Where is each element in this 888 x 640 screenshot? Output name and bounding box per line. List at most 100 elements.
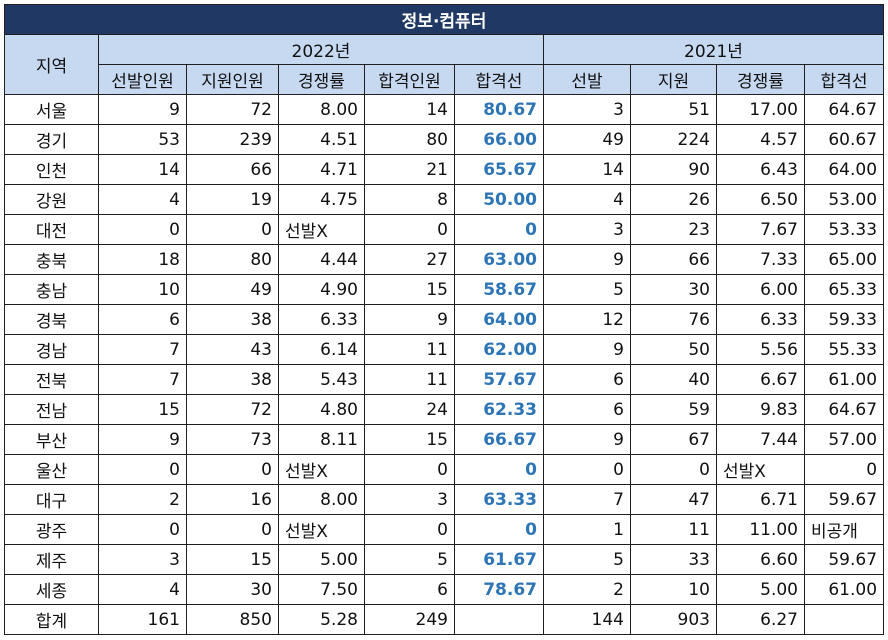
applicants-2021-cell: 0 [630, 454, 717, 485]
applicants-2021-cell: 40 [630, 364, 717, 395]
selected-2022-cell: 7 [98, 364, 187, 395]
table-row: 울산 0 0 선발X 0 0 0 0 선발X 0 [4, 454, 885, 485]
cutoff-2021-cell: 64.00 [803, 154, 885, 185]
applicants-2021-cell: 76 [630, 304, 717, 335]
ratio-2021-cell: 선발X [716, 454, 805, 485]
table-row: 서울 9 72 8.00 14 80.67 3 51 17.00 64.67 [4, 94, 885, 125]
ratio-2021-cell: 9.83 [716, 394, 805, 425]
region-cell: 충북 [4, 244, 99, 275]
cutoff-2022-cell: 64.00 [454, 304, 544, 335]
cutoff-2021-cell: 0 [803, 454, 885, 485]
cutoff-2021-cell: 60.67 [803, 124, 885, 155]
applicants-2022-cell: 0 [186, 454, 279, 485]
applicants-2021-cell: 903 [630, 604, 717, 635]
cutoff-2022-cell: 62.33 [454, 394, 544, 425]
applicants-2022-cell: 66 [186, 154, 279, 185]
ratio-2021-cell: 7.44 [716, 424, 805, 455]
ratio-2022-cell: 8.00 [278, 484, 365, 515]
ratio-2021-cell: 5.00 [716, 574, 805, 605]
table-row: 강원 4 19 4.75 8 50.00 4 26 6.50 53.00 [4, 184, 885, 215]
score-table: 정보·컴퓨터 지역 2022년 2021년 선발인원 지원인원 경쟁률 합격인원… [3, 4, 885, 635]
ratio-2022-cell: 8.00 [278, 94, 365, 125]
cutoff-2022-cell [454, 604, 544, 635]
ratio-2021-cell: 7.33 [716, 244, 805, 275]
applicants-2021-cell: 59 [630, 394, 717, 425]
selected-2022-cell: 3 [98, 544, 187, 575]
ratio-2021-cell: 6.27 [716, 604, 805, 635]
selected-2021-cell: 3 [543, 94, 631, 125]
ratio-2022-cell: 4.44 [278, 244, 365, 275]
region-cell: 전남 [4, 394, 99, 425]
applicants-2022-cell: 0 [186, 514, 279, 545]
applicants-2022-cell: 72 [186, 94, 279, 125]
table-row: 경기 53 239 4.51 80 66.00 49 224 4.57 60.67 [4, 124, 885, 155]
applicants-2022-cell: 38 [186, 364, 279, 395]
cutoff-2021-cell: 65.33 [803, 274, 885, 305]
table-row: 제주 3 15 5.00 5 61.67 5 33 6.60 59.67 [4, 544, 885, 575]
selected-2021-cell: 5 [543, 544, 631, 575]
applicants-2022-cell: 15 [186, 544, 279, 575]
ratio-2022-cell: 선발X [278, 214, 365, 245]
ratio-2022-cell: 4.71 [278, 154, 365, 185]
col-header-2021-applicants: 지원 [630, 64, 717, 95]
cutoff-2022-cell: 78.67 [454, 574, 544, 605]
region-cell: 세종 [4, 574, 99, 605]
cutoff-2021-cell [803, 604, 885, 635]
selected-2022-cell: 0 [98, 214, 187, 245]
region-cell: 대전 [4, 214, 99, 245]
cutoff-2021-cell: 53.00 [803, 184, 885, 215]
cutoff-2022-cell: 57.67 [454, 364, 544, 395]
cutoff-2022-cell: 61.67 [454, 544, 544, 575]
selected-2021-cell: 4 [543, 184, 631, 215]
passed-2022-cell: 0 [364, 214, 455, 245]
selected-2021-cell: 5 [543, 274, 631, 305]
applicants-2022-cell: 73 [186, 424, 279, 455]
ratio-2021-cell: 11.00 [716, 514, 805, 545]
region-cell: 인천 [4, 154, 99, 185]
ratio-2022-cell: 5.28 [278, 604, 365, 635]
ratio-2021-cell: 17.00 [716, 94, 805, 125]
table-row: 인천 14 66 4.71 21 65.67 14 90 6.43 64.00 [4, 154, 885, 185]
ratio-2022-cell: 5.43 [278, 364, 365, 395]
region-cell: 울산 [4, 454, 99, 485]
selected-2021-cell: 6 [543, 364, 631, 395]
selected-2022-cell: 9 [98, 94, 187, 125]
passed-2022-cell: 24 [364, 394, 455, 425]
region-cell: 경북 [4, 304, 99, 335]
region-cell: 전북 [4, 364, 99, 395]
region-header: 지역 [4, 34, 99, 95]
applicants-2022-cell: 19 [186, 184, 279, 215]
passed-2022-cell: 6 [364, 574, 455, 605]
selected-2021-cell: 3 [543, 214, 631, 245]
selected-2021-cell: 7 [543, 484, 631, 515]
applicants-2022-cell: 72 [186, 394, 279, 425]
applicants-2021-cell: 51 [630, 94, 717, 125]
cutoff-2021-cell: 65.00 [803, 244, 885, 275]
ratio-2022-cell: 선발X [278, 454, 365, 485]
ratio-2022-cell: 6.14 [278, 334, 365, 365]
passed-2022-cell: 27 [364, 244, 455, 275]
selected-2022-cell: 4 [98, 574, 187, 605]
applicants-2022-cell: 30 [186, 574, 279, 605]
title-row: 정보·컴퓨터 [3, 4, 885, 35]
cutoff-2021-cell: 비공개 [803, 514, 885, 545]
header-row-years: 지역 2022년 2021년 [4, 34, 885, 95]
table-row: 경남 7 43 6.14 11 62.00 9 50 5.56 55.33 [4, 334, 885, 365]
cutoff-2021-cell: 57.00 [803, 424, 885, 455]
table-row: 전북 7 38 5.43 11 57.67 6 40 6.67 61.00 [4, 364, 885, 395]
passed-2022-cell: 14 [364, 94, 455, 125]
region-cell: 합계 [4, 604, 99, 635]
applicants-2021-cell: 30 [630, 274, 717, 305]
col-header-2021-ratio: 경쟁률 [716, 64, 805, 95]
region-cell: 충남 [4, 274, 99, 305]
applicants-2021-cell: 33 [630, 544, 717, 575]
applicants-2021-cell: 224 [630, 124, 717, 155]
table-row: 대전 0 0 선발X 0 0 3 23 7.67 53.33 [4, 214, 885, 245]
col-header-2022-cutoff: 합격선 [454, 64, 544, 95]
passed-2022-cell: 15 [364, 424, 455, 455]
ratio-2021-cell: 6.43 [716, 154, 805, 185]
applicants-2021-cell: 23 [630, 214, 717, 245]
cutoff-2022-cell: 80.67 [454, 94, 544, 125]
col-header-2021-selected: 선발 [543, 64, 631, 95]
ratio-2022-cell: 4.75 [278, 184, 365, 215]
